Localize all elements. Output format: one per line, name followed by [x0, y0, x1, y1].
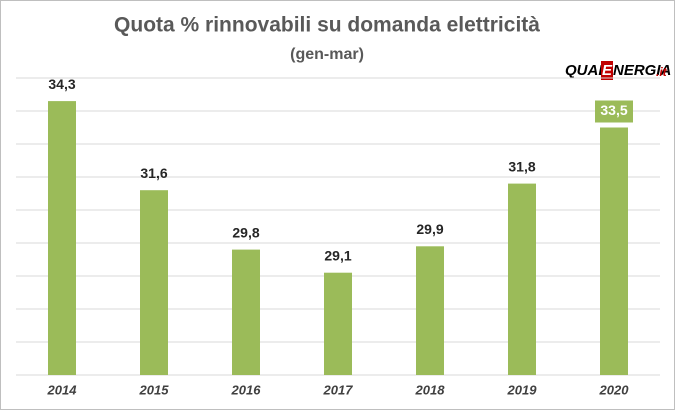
x-tick-label: 2015: [139, 382, 170, 397]
bar: [416, 246, 444, 375]
x-tick-label: 2020: [599, 382, 630, 397]
chart-subtitle: (gen-mar): [290, 46, 364, 63]
logo-text: E: [602, 62, 613, 79]
value-label: 34,3: [48, 76, 75, 92]
x-tick-label: 2019: [507, 382, 538, 397]
value-label-box: [595, 100, 633, 123]
x-tick-label: 2014: [47, 382, 78, 397]
bar: [232, 249, 260, 375]
x-tick-label: 2016: [231, 382, 262, 397]
value-label: 31,6: [140, 165, 167, 181]
logo: QUAL E NERGIA .it: [565, 61, 671, 80]
x-tick-label: 2018: [415, 382, 446, 397]
value-label: 29,8: [232, 224, 259, 240]
logo-box: [601, 61, 613, 80]
logo-text: .it: [656, 65, 668, 79]
logo-text: QUAL: [565, 62, 608, 79]
value-label: 29,9: [416, 221, 443, 237]
x-tick-label: 2017: [323, 382, 354, 397]
bar: [324, 272, 352, 375]
chart-title: Quota % rinnovabili su domanda elettrici…: [114, 14, 540, 37]
bar: [140, 190, 168, 375]
logo-text: NERGIA: [613, 62, 671, 79]
bar: [600, 127, 628, 375]
value-label: 31,8: [508, 158, 535, 174]
bar: [48, 101, 76, 375]
value-label: 33,5: [600, 102, 627, 118]
bar: [508, 183, 536, 375]
value-label: 29,1: [324, 247, 351, 263]
